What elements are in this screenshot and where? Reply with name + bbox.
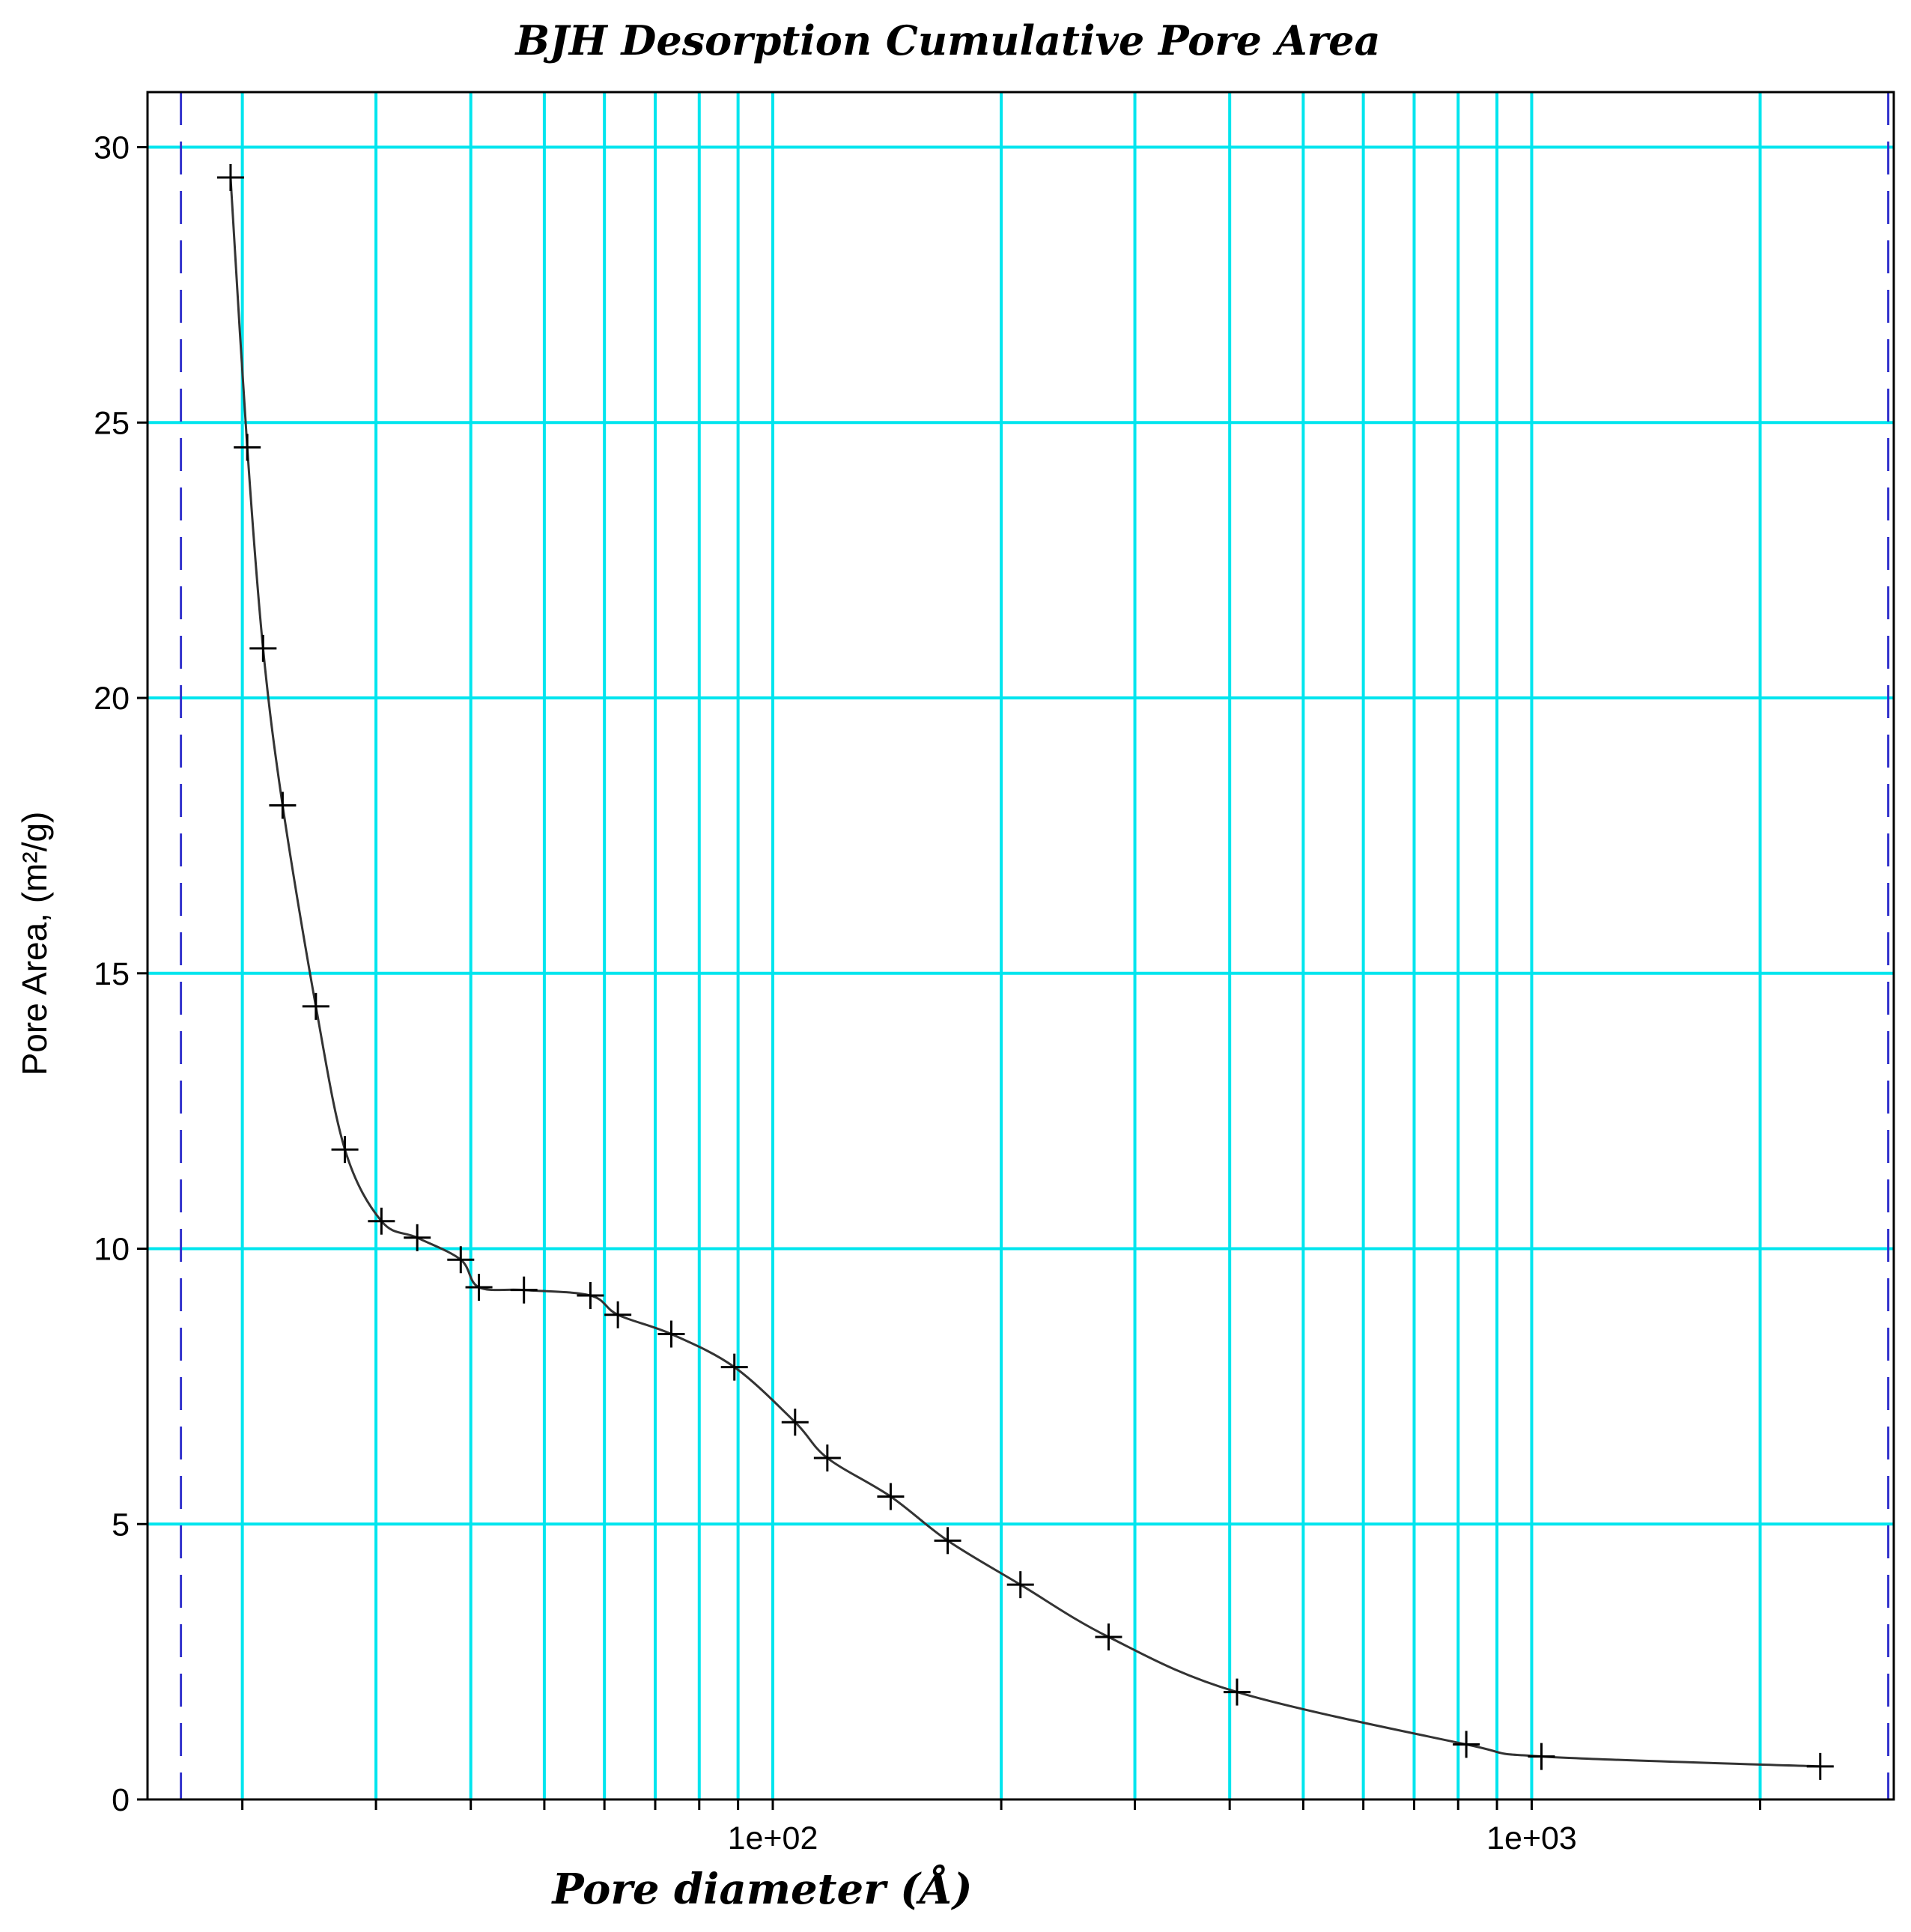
y-axis-label: Pore Area, (m²/g) [15,812,54,1076]
data-point [1223,1678,1251,1706]
data-point [331,1136,359,1164]
data-point [577,1282,604,1310]
data-point [269,792,297,819]
data-point [404,1224,431,1251]
plot-frame [146,91,1895,1801]
y-tick-label: 20 [94,681,130,717]
data-point [465,1274,493,1301]
data-point [1806,1752,1834,1780]
grid-layer [148,92,1894,1799]
data-point [877,1483,905,1510]
data-point [510,1276,538,1304]
data-point [781,1409,809,1436]
data-point [234,434,261,461]
data-point [447,1246,475,1274]
data-point [368,1207,395,1235]
data-point [1528,1743,1555,1770]
data-point [1095,1623,1122,1651]
tick-layer: 0 5 10 15 20 25 30 1e+02 1e+03 [94,130,1762,1856]
x-tick-label: 1e+02 [728,1820,818,1856]
data-point [1006,1571,1034,1599]
y-tick-label: 5 [112,1507,130,1543]
data-point [604,1301,632,1328]
y-tick-label: 30 [94,130,130,166]
data-point [1453,1731,1480,1758]
data-point [720,1353,748,1381]
data-point [657,1320,685,1348]
x-tick-label: 1e+03 [1486,1820,1577,1856]
y-tick-label: 15 [94,956,130,992]
data-point [302,992,329,1020]
y-tick-label: 25 [94,405,130,441]
marker-layer [216,164,1834,1780]
data-point [934,1527,961,1555]
y-tick-label: 0 [112,1782,130,1818]
data-point [216,164,244,191]
y-tick-label: 10 [94,1232,130,1268]
chart-title: BJH Desorption Cumulative Pore Area [514,16,1381,64]
limit-markers [180,92,1890,1799]
data-point [813,1445,841,1471]
x-axis-label: Pore diameter (Å) [550,1864,972,1914]
data-point [249,634,277,662]
